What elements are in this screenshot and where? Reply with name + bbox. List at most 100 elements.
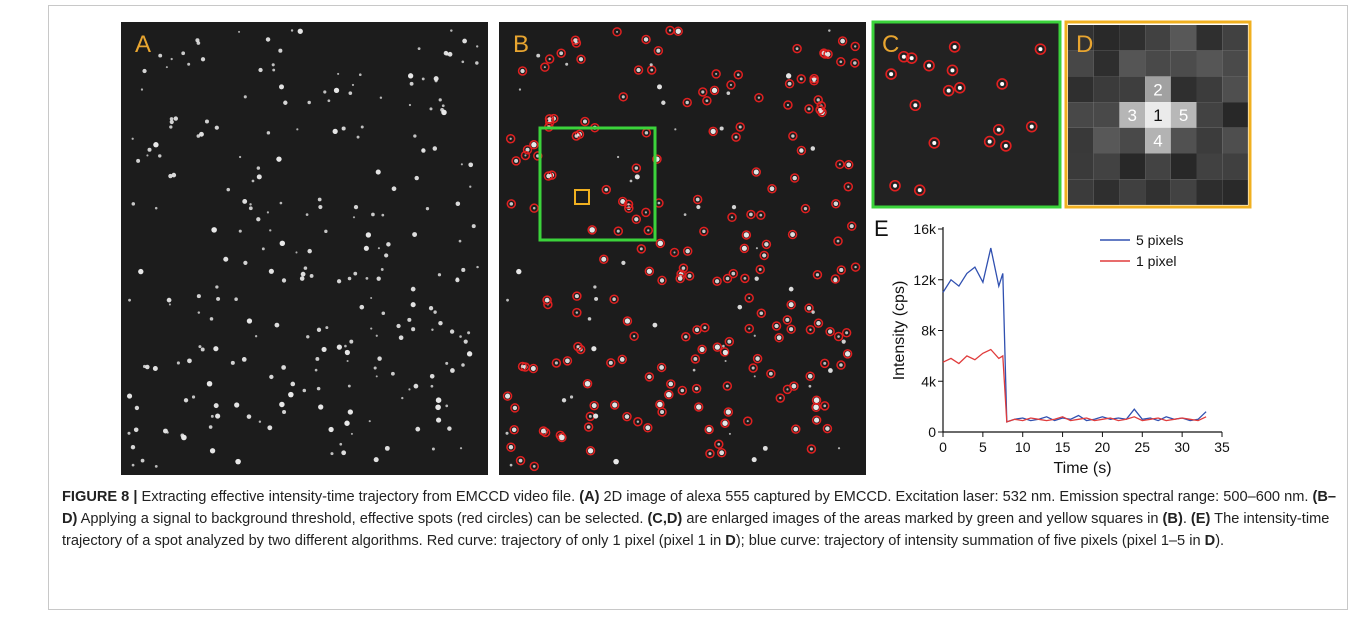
spot <box>795 47 799 51</box>
pixel <box>1222 50 1248 77</box>
selected-spot <box>909 99 922 112</box>
spot <box>509 137 512 140</box>
spot <box>703 326 707 330</box>
selected-spot <box>515 455 526 466</box>
selected-spot <box>509 425 519 435</box>
spot <box>258 67 263 73</box>
spot <box>146 154 149 157</box>
spot <box>1000 81 1005 86</box>
spot <box>738 125 742 129</box>
selected-spot <box>913 184 926 196</box>
pixel-number: 4 <box>1153 132 1162 151</box>
selected-spot <box>741 230 752 240</box>
spot <box>815 273 820 277</box>
panel-label: A <box>135 31 151 58</box>
spot <box>683 213 687 216</box>
spot <box>825 51 831 57</box>
spot <box>327 99 331 103</box>
spot <box>332 128 338 134</box>
spot <box>621 95 625 99</box>
spot <box>632 335 636 338</box>
selected-spot <box>786 324 796 334</box>
spot <box>297 28 303 34</box>
spot <box>719 450 725 456</box>
selected-spot <box>643 225 654 236</box>
selected-spot <box>510 403 520 413</box>
x-tick-label: 10 <box>1015 439 1031 455</box>
spot <box>200 57 206 62</box>
spot <box>315 357 320 361</box>
spot <box>234 297 238 301</box>
pixel <box>1093 102 1120 128</box>
selected-spot <box>809 76 819 86</box>
spot <box>279 201 283 205</box>
spot <box>314 368 318 372</box>
spot <box>215 285 219 289</box>
spot <box>138 268 144 275</box>
pixel <box>1145 25 1171 51</box>
pixel <box>1170 102 1197 128</box>
selected-spot <box>1034 43 1047 55</box>
spot <box>601 256 607 262</box>
selected-spot <box>905 52 918 64</box>
spot <box>604 187 609 192</box>
selected-spot <box>996 78 1008 90</box>
spot <box>380 268 384 271</box>
spot <box>166 297 172 303</box>
selected-spot <box>954 82 966 94</box>
spot <box>384 253 389 258</box>
selected-spot <box>739 243 750 254</box>
selected-spot <box>693 402 704 412</box>
spot <box>341 126 346 131</box>
spot <box>261 247 265 251</box>
spot <box>506 298 509 302</box>
spot <box>728 432 731 435</box>
spot <box>913 103 918 108</box>
selected-spot <box>825 326 835 337</box>
spot <box>680 388 685 393</box>
selected-spot <box>617 354 628 365</box>
spot <box>154 464 158 468</box>
spot <box>559 51 564 56</box>
selected-spot <box>655 238 666 249</box>
spot <box>438 320 443 326</box>
spot <box>514 158 519 163</box>
spot <box>204 119 209 124</box>
caption-text: (E) <box>1190 511 1211 527</box>
caption-text: 2D image of alexa 555 captured by EMCCD.… <box>599 489 1313 505</box>
spot <box>461 267 466 273</box>
spot <box>808 384 812 388</box>
spot <box>657 201 661 205</box>
spot <box>532 464 536 468</box>
spot <box>644 211 648 214</box>
spot <box>823 404 827 408</box>
spot <box>661 100 666 105</box>
spot <box>350 432 353 435</box>
x-tick-label: 15 <box>1055 439 1071 455</box>
spot <box>365 232 372 238</box>
x-tick-label: 20 <box>1095 439 1111 455</box>
spot <box>421 77 425 81</box>
pixel <box>1119 50 1146 77</box>
selected-spot <box>517 361 528 372</box>
spot <box>659 365 664 370</box>
spot <box>435 397 442 403</box>
spot <box>455 201 461 207</box>
spot <box>450 368 455 373</box>
spot <box>306 335 310 339</box>
selected-spot <box>709 85 720 96</box>
pixel <box>1170 25 1197 51</box>
selected-spot <box>657 407 667 417</box>
selected-spot <box>623 199 634 210</box>
spot <box>396 323 401 329</box>
spot <box>547 117 552 121</box>
spot <box>158 53 163 58</box>
spot <box>837 447 841 450</box>
selected-spot <box>744 323 754 334</box>
selected-spot <box>700 322 710 333</box>
spot <box>694 327 700 332</box>
pixel <box>1196 50 1223 77</box>
spot <box>198 345 202 349</box>
selected-spot <box>572 291 582 301</box>
selected-spot <box>631 163 642 173</box>
